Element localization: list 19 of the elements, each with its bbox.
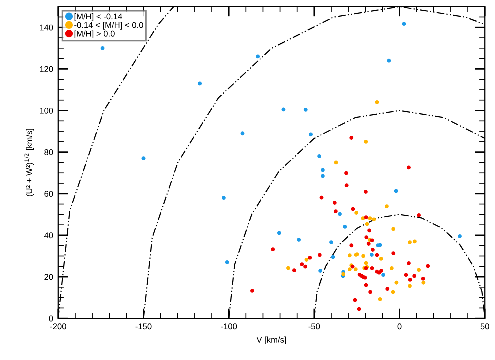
y-tick-label: 0 [49,316,54,322]
y-tick-label: 120 [40,66,54,72]
y-tick-label: 100 [40,108,54,114]
x-tick-label: 50 [480,324,490,330]
x-axis-title: V [km/s] [256,336,286,345]
y-tick-label: 60 [44,191,54,197]
x-tick-label: -50 [308,324,320,330]
x-tick-label: -100 [221,324,238,330]
x-tick-label: 0 [398,324,402,330]
y-tick-label: 140 [40,24,54,31]
y-tick-label: 80 [44,150,54,156]
x-tick-label: -200 [50,324,66,330]
y-tick-label: 20 [44,274,54,280]
legend-label: -0.14 < [M/H] < 0.0 [74,22,144,30]
y-axis-title: (U² + W²)$^{1/2}$ [km/s] [24,129,34,196]
x-tick-label: -150 [136,324,152,330]
legend-label: [M/H] > 0.0 [74,30,115,38]
legend-label: [M/H] < -0.14 [74,14,122,22]
y-tick-label: 40 [44,232,54,239]
